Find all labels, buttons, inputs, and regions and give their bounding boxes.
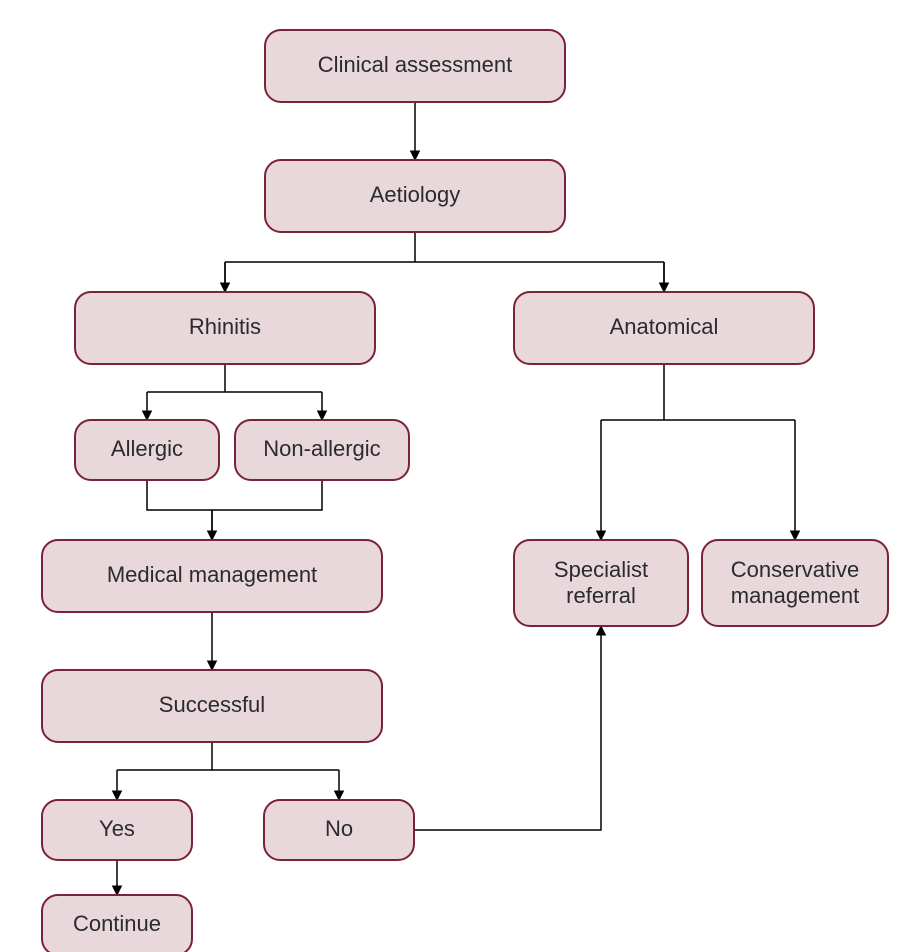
node-anatomical-label: Anatomical — [610, 314, 719, 339]
node-conservative: Conservative management — [702, 540, 888, 626]
node-specialist-label1: Specialist — [554, 557, 648, 582]
edge-rhinitis-split — [147, 364, 322, 392]
node-allergic: Allergic — [75, 420, 219, 480]
node-medmgmt: Medical management — [42, 540, 382, 612]
node-successful-label: Successful — [159, 692, 265, 717]
node-aetiology: Aetiology — [265, 160, 565, 232]
node-rhinitis: Rhinitis — [75, 292, 375, 364]
edge-join-medmgmt — [147, 480, 322, 540]
node-continue-label: Continue — [73, 911, 161, 936]
node-no-label: No — [325, 816, 353, 841]
node-clinical: Clinical assessment — [265, 30, 565, 102]
node-conservative-label1: Conservative — [731, 557, 859, 582]
node-medmgmt-label: Medical management — [107, 562, 317, 587]
node-clinical-label: Clinical assessment — [318, 52, 512, 77]
node-anatomical: Anatomical — [514, 292, 814, 364]
node-yes-label: Yes — [99, 816, 135, 841]
node-specialist-label2: referral — [566, 583, 636, 608]
node-aetiology-label: Aetiology — [370, 182, 461, 207]
edge-aetiology-split — [225, 232, 664, 292]
node-continue: Continue — [42, 895, 192, 952]
node-specialist: Specialist referral — [514, 540, 688, 626]
edge-anatomical-split — [601, 364, 795, 420]
node-successful: Successful — [42, 670, 382, 742]
edge-successful-split — [117, 742, 339, 770]
node-allergic-label: Allergic — [111, 436, 183, 461]
edge-no-specialist — [414, 626, 601, 830]
node-nonallergic: Non-allergic — [235, 420, 409, 480]
node-nonallergic-label: Non-allergic — [263, 436, 380, 461]
node-no: No — [264, 800, 414, 860]
node-conservative-label2: management — [731, 583, 859, 608]
node-yes: Yes — [42, 800, 192, 860]
node-rhinitis-label: Rhinitis — [189, 314, 261, 339]
